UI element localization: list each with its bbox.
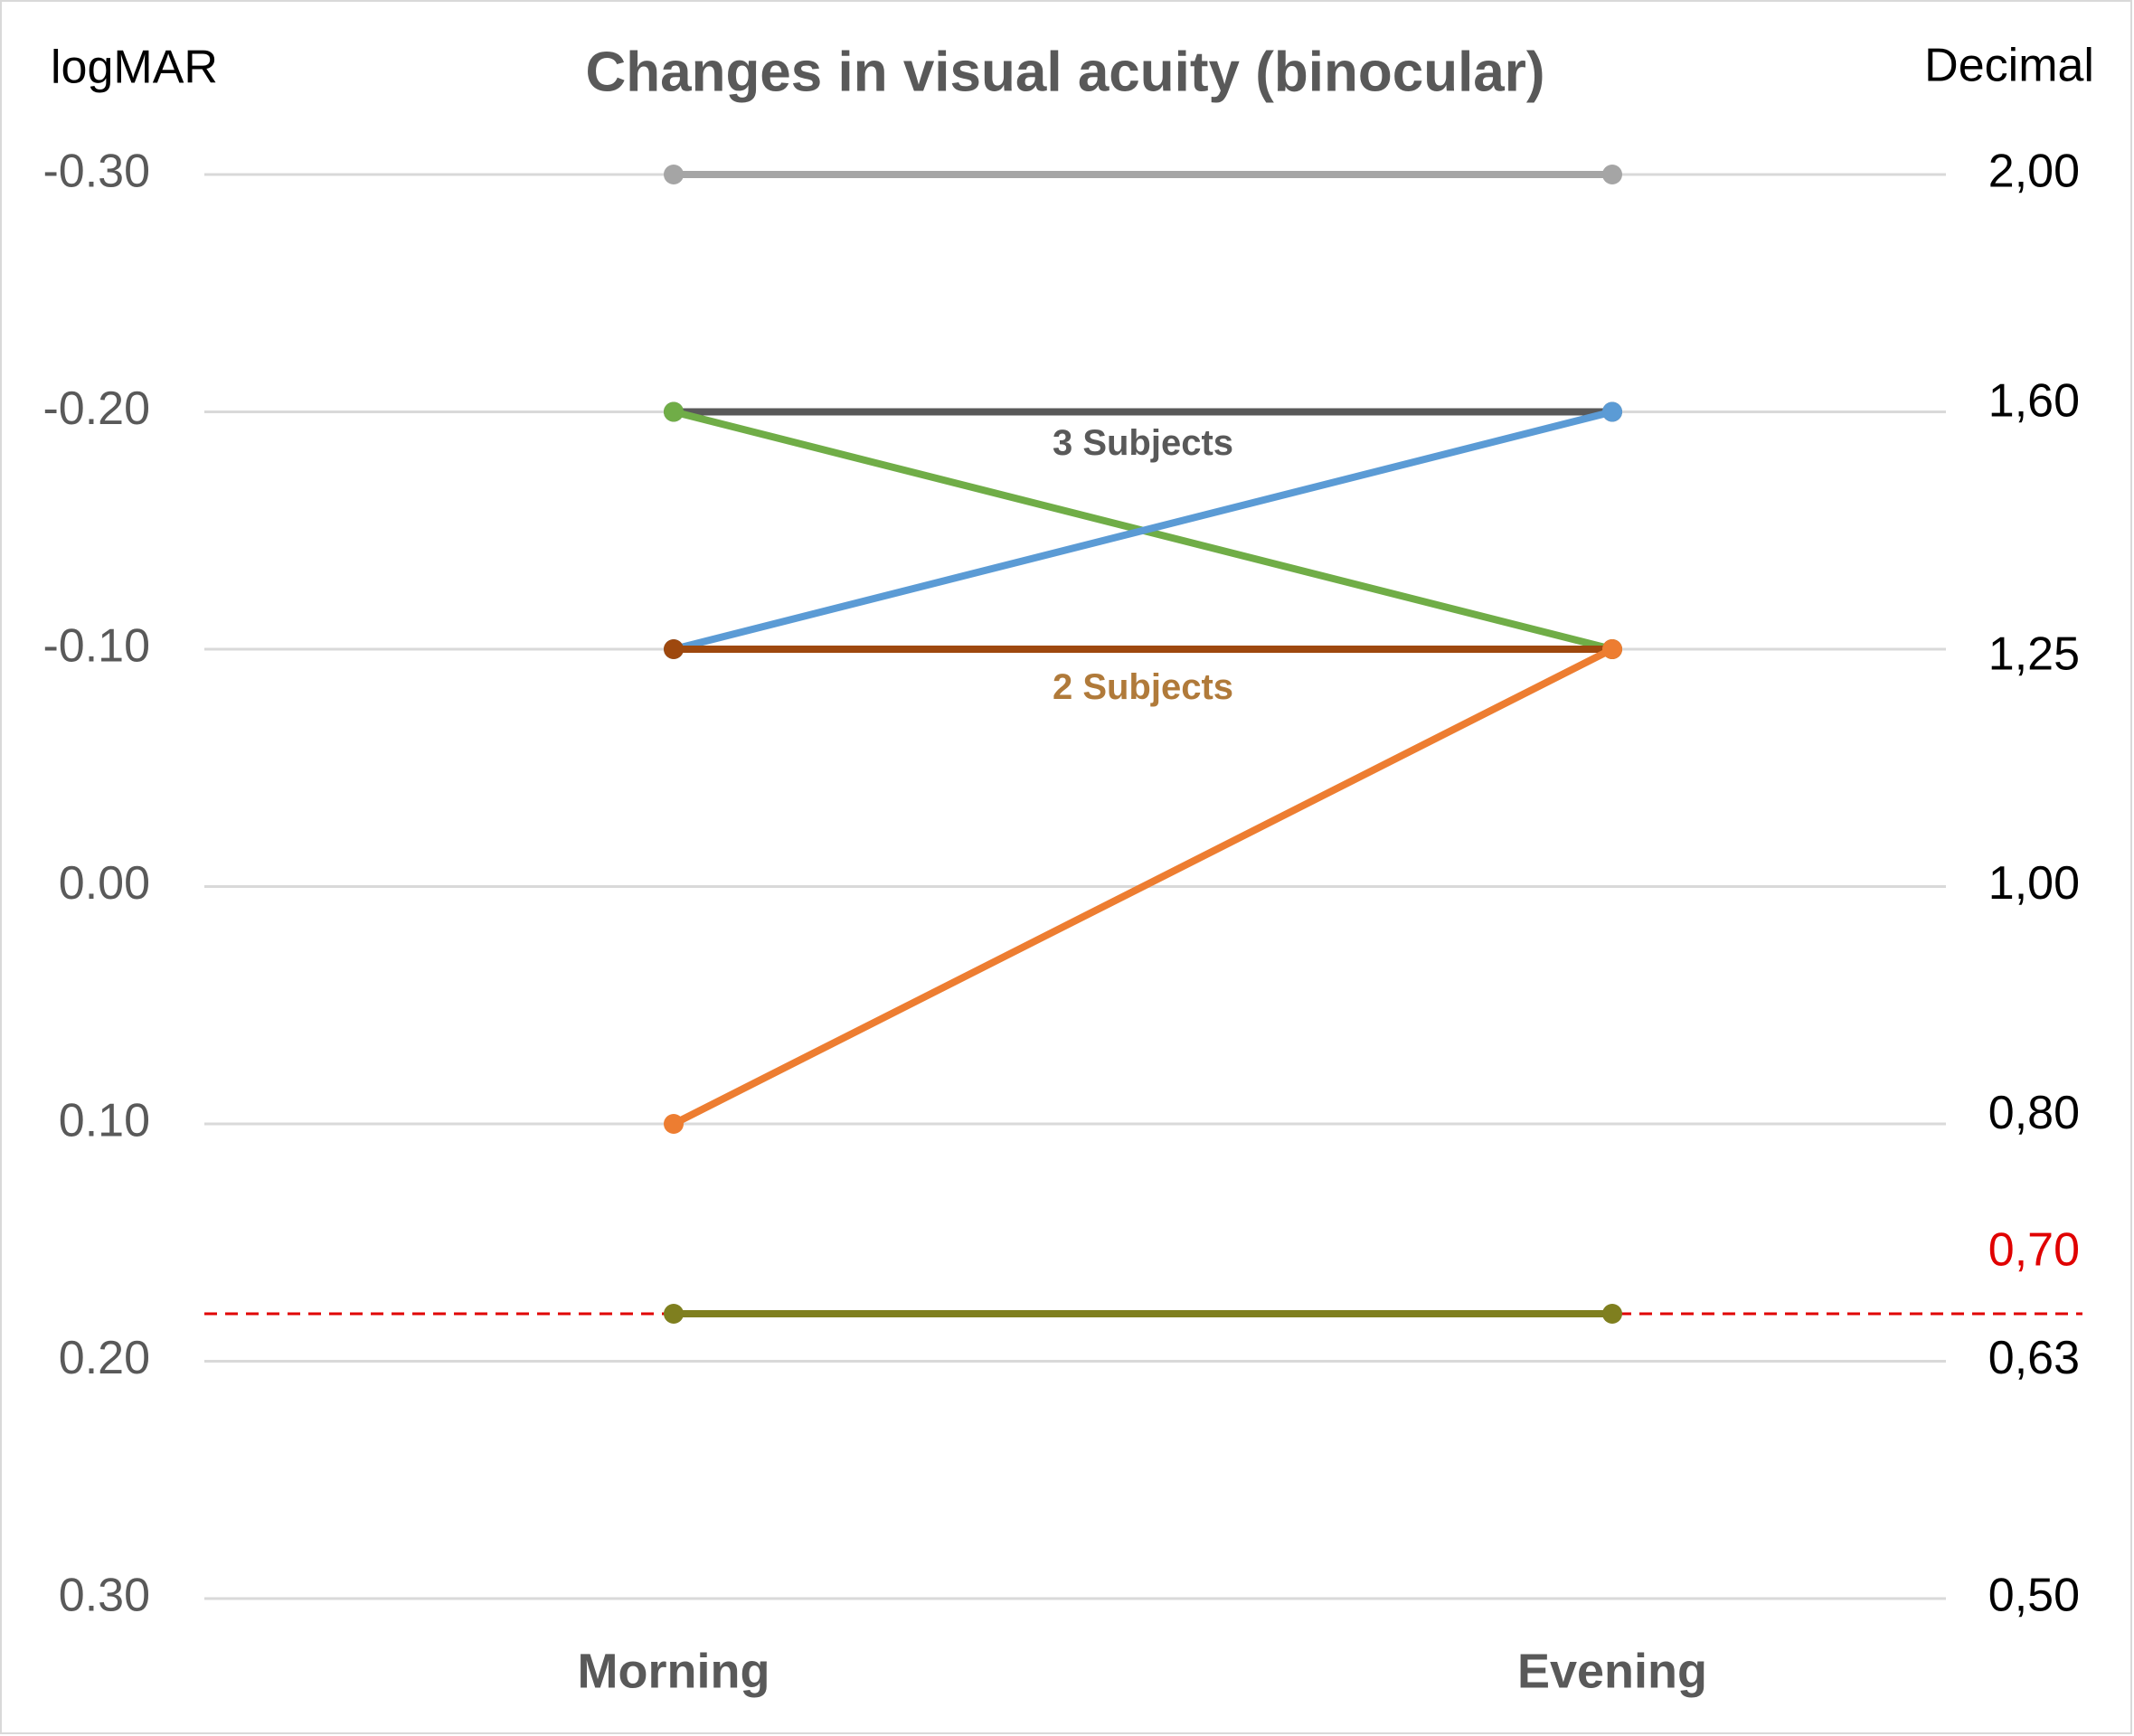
y2-tick-label: 1,25	[1988, 628, 2080, 681]
y2-axis-label: Decimal	[1924, 40, 2094, 92]
y-tick-label: -0.10	[42, 620, 150, 673]
data-point	[1602, 165, 1622, 184]
x-tick-label: Evening	[1517, 1644, 1707, 1698]
x-tick-label: Morning	[578, 1644, 770, 1698]
annotation: 3 Subjects	[1053, 423, 1233, 463]
y-tick-label: 0.30	[59, 1570, 150, 1622]
y2-tick-label: 1,60	[1988, 374, 2080, 427]
y2-tick-label: 0,63	[1988, 1332, 2080, 1384]
data-point	[1602, 401, 1622, 422]
y2-tick-label: 2,00	[1988, 146, 2080, 198]
data-point	[664, 1304, 684, 1324]
series-line	[673, 408, 1613, 653]
data-point	[664, 165, 684, 184]
y2-tick-label: 0,70	[1988, 1223, 2080, 1276]
y2-tick-label: 0,80	[1988, 1087, 2080, 1139]
y2-tick-label: 0,50	[1988, 1570, 2080, 1622]
annotation: 2 Subjects	[1053, 667, 1233, 707]
data-point	[664, 401, 684, 422]
series-line	[672, 646, 1614, 1127]
y2-tick-label: 1,00	[1988, 857, 2080, 910]
chart-title: Changes in visual acuity (binocular)	[585, 41, 1544, 103]
y-tick-label: 0.20	[59, 1332, 150, 1384]
data-point	[664, 1114, 684, 1134]
data-point	[1602, 639, 1622, 659]
data-point	[664, 639, 684, 659]
data-point	[1602, 1304, 1622, 1324]
y-tick-label: 0.10	[59, 1095, 150, 1147]
y-axis-label: logMAR	[51, 42, 218, 94]
y-tick-label: -0.20	[42, 382, 150, 435]
y-tick-label: 0.00	[59, 857, 150, 910]
y-tick-label: -0.30	[42, 146, 150, 198]
